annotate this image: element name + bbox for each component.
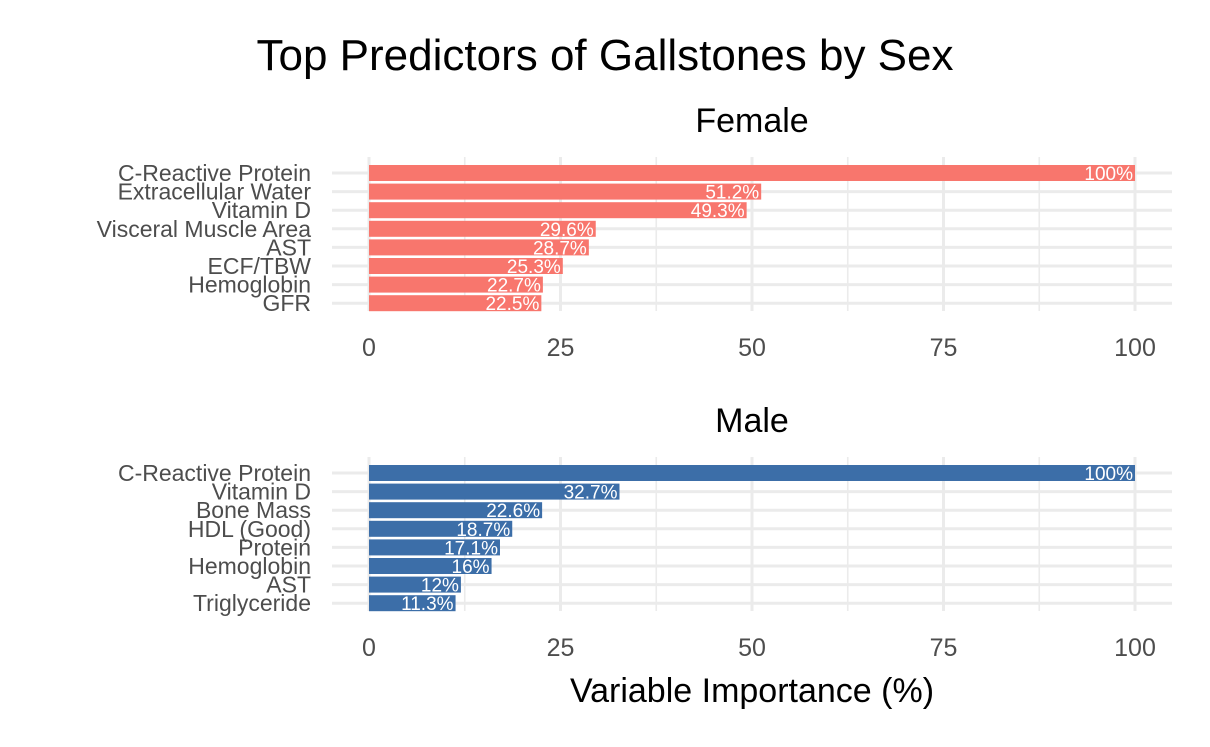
category-label: ECF/TBW: [208, 253, 312, 279]
category-label: C-Reactive Protein: [118, 460, 311, 486]
bar: [369, 465, 1135, 481]
bar: [369, 202, 747, 219]
bar: [369, 258, 563, 274]
bar: [369, 576, 461, 593]
bar: [369, 520, 513, 537]
category-label: Vitamin D: [212, 197, 311, 223]
bar-value-label: 100%: [1084, 164, 1133, 185]
bar-value-label: 25.3%: [507, 257, 561, 278]
bar-value-label: 51.2%: [705, 183, 759, 204]
category-label: C-Reactive Protein: [118, 160, 311, 186]
bar: [369, 595, 456, 612]
bar-value-label: 22.7%: [487, 276, 541, 297]
x-tick-label: 25: [547, 634, 575, 662]
x-tick-label: 50: [738, 334, 766, 362]
bar-value-label: 11.3%: [401, 594, 454, 615]
bar: [369, 539, 500, 556]
x-tick-label: 0: [362, 634, 376, 662]
chart-title: Top Predictors of Gallstones by Sex: [257, 31, 954, 80]
category-label: AST: [266, 234, 311, 260]
category-label: GFR: [262, 290, 311, 316]
bar: [369, 558, 492, 574]
category-label: Bone Mass: [196, 497, 311, 523]
panel-title: Female: [695, 102, 808, 140]
panel-title: Male: [715, 402, 789, 440]
chart-panels: Female 100% 51.2%49.3% 29.6%28.7%25.3%22.7%…: [97, 102, 1172, 662]
bar-value-label: 16%: [452, 557, 490, 578]
bar: [369, 220, 596, 237]
bar: [369, 165, 1135, 181]
panel-male: Male 100% 32.7% 22.6%18.7%17.1%16%12%11.3% C…: [118, 402, 1172, 662]
bar: [369, 183, 762, 200]
bar-value-label: 29.6%: [540, 220, 594, 241]
x-tick-label: 25: [547, 334, 575, 362]
category-label: Vitamin D: [212, 479, 311, 505]
panel-female: Female 100% 51.2%49.3% 29.6%28.7%25.3%22.7%…: [97, 102, 1172, 362]
bar-value-label: 22.5%: [485, 294, 539, 315]
category-label: HDL (Good): [188, 516, 311, 542]
x-tick-label: 50: [738, 634, 766, 662]
x-tick-label: 0: [362, 334, 376, 362]
bar-value-label: 18.7%: [456, 520, 510, 541]
category-label: Protein: [238, 534, 311, 560]
bar-value-label: 28.7%: [533, 238, 587, 259]
x-tick-label: 75: [930, 634, 958, 662]
bar-value-label: 100%: [1084, 464, 1133, 485]
category-label: Hemoglobin: [188, 553, 311, 579]
category-label: Visceral Muscle Area: [97, 216, 312, 242]
category-label: Hemoglobin: [188, 272, 311, 298]
x-tick-label: 100: [1114, 634, 1156, 662]
bar-value-label: 32.7%: [564, 483, 618, 504]
bar-value-label: 17.1%: [444, 538, 498, 559]
bar: [369, 483, 620, 500]
bar-value-label: 12%: [421, 576, 459, 597]
bar-value-label: 22.6%: [486, 501, 540, 522]
x-axis-title: Variable Importance (%): [570, 672, 934, 710]
x-tick-label: 75: [930, 334, 958, 362]
category-label: Triglyceride: [193, 590, 311, 616]
category-label: AST: [266, 572, 311, 598]
bar: [369, 502, 543, 519]
bar: [369, 239, 589, 256]
x-tick-label: 100: [1114, 334, 1156, 362]
bar: [369, 295, 542, 312]
bar: [369, 276, 543, 293]
category-label: Extracellular Water: [118, 179, 312, 205]
bar-value-label: 49.3%: [691, 201, 745, 222]
